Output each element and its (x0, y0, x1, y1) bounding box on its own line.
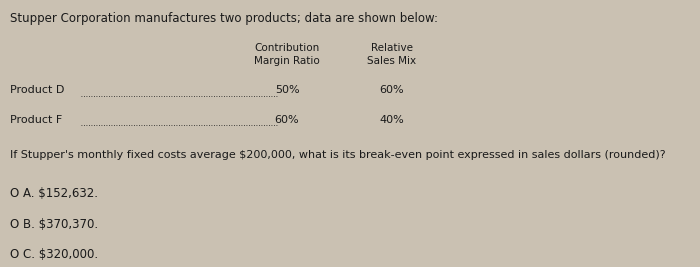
Text: 60%: 60% (379, 85, 405, 95)
Text: Stupper Corporation manufactures two products; data are shown below:: Stupper Corporation manufactures two pro… (10, 12, 438, 25)
Text: Product F: Product F (10, 115, 63, 125)
Text: Product D: Product D (10, 85, 65, 95)
Text: O B. $370,370.: O B. $370,370. (10, 218, 99, 231)
Text: 60%: 60% (274, 115, 300, 125)
Text: Relative
Sales Mix: Relative Sales Mix (368, 43, 416, 66)
Text: O C. $320,000.: O C. $320,000. (10, 248, 99, 261)
Text: O A. $152,632.: O A. $152,632. (10, 187, 99, 200)
Text: Contribution
Margin Ratio: Contribution Margin Ratio (254, 43, 320, 66)
Text: 50%: 50% (274, 85, 300, 95)
Text: 40%: 40% (379, 115, 405, 125)
Text: If Stupper's monthly fixed costs average $200,000, what is its break-even point : If Stupper's monthly fixed costs average… (10, 150, 666, 159)
